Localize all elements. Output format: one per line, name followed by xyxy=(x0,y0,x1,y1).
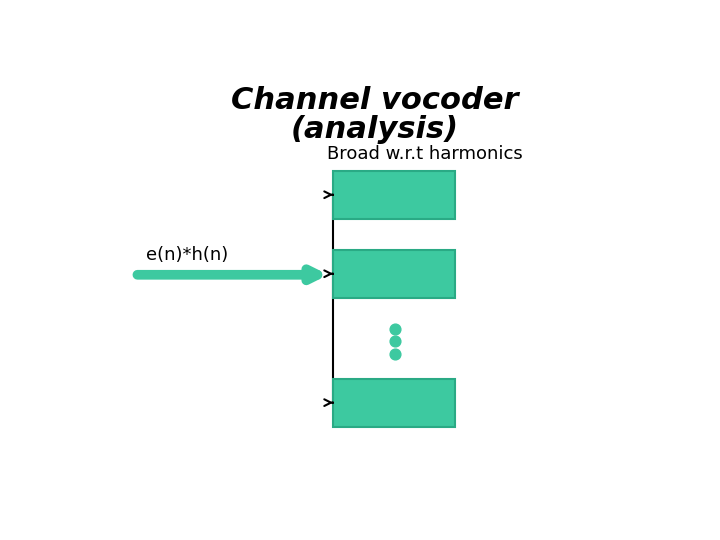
Bar xyxy=(333,250,456,298)
Text: Channel vocoder: Channel vocoder xyxy=(231,86,518,114)
Text: Broad w.r.t harmonics: Broad w.r.t harmonics xyxy=(327,145,523,163)
Point xyxy=(389,325,400,333)
Point xyxy=(389,349,400,358)
Bar xyxy=(333,379,456,427)
Text: (analysis): (analysis) xyxy=(290,114,459,144)
Bar xyxy=(333,171,456,219)
Point xyxy=(389,337,400,346)
Text: e(n)*h(n): e(n)*h(n) xyxy=(145,246,228,265)
